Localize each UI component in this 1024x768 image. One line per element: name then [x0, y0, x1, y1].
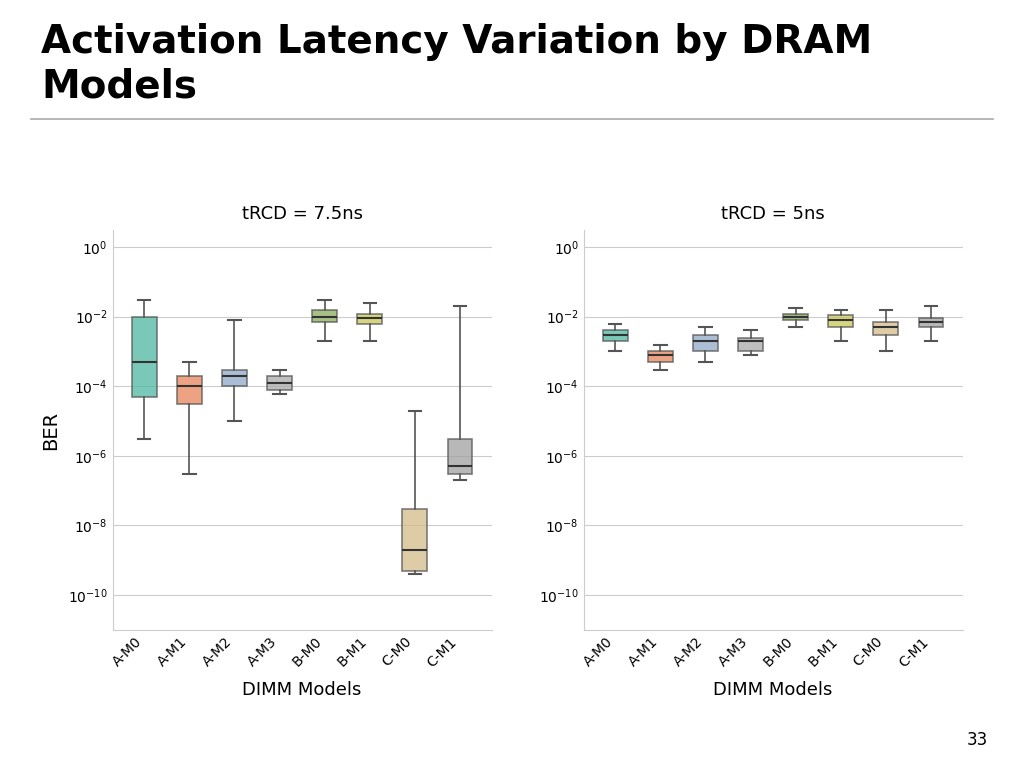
PathPatch shape: [873, 322, 898, 335]
PathPatch shape: [312, 310, 337, 322]
PathPatch shape: [132, 316, 157, 396]
PathPatch shape: [447, 439, 472, 474]
X-axis label: DIMM Models: DIMM Models: [714, 680, 833, 699]
PathPatch shape: [648, 352, 673, 362]
PathPatch shape: [177, 376, 202, 405]
PathPatch shape: [783, 314, 808, 320]
PathPatch shape: [222, 369, 247, 386]
X-axis label: DIMM Models: DIMM Models: [243, 680, 361, 699]
PathPatch shape: [693, 335, 718, 352]
PathPatch shape: [267, 376, 292, 389]
Text: 33: 33: [967, 731, 988, 749]
PathPatch shape: [919, 318, 943, 327]
Y-axis label: BER: BER: [41, 411, 59, 449]
PathPatch shape: [402, 508, 427, 571]
Title: tRCD = 5ns: tRCD = 5ns: [721, 205, 825, 223]
Text: Activation Latency Variation by DRAM
Models: Activation Latency Variation by DRAM Mod…: [41, 23, 872, 105]
PathPatch shape: [828, 315, 853, 327]
PathPatch shape: [357, 314, 382, 324]
PathPatch shape: [603, 330, 628, 341]
PathPatch shape: [738, 338, 763, 352]
Title: tRCD = 7.5ns: tRCD = 7.5ns: [242, 205, 362, 223]
